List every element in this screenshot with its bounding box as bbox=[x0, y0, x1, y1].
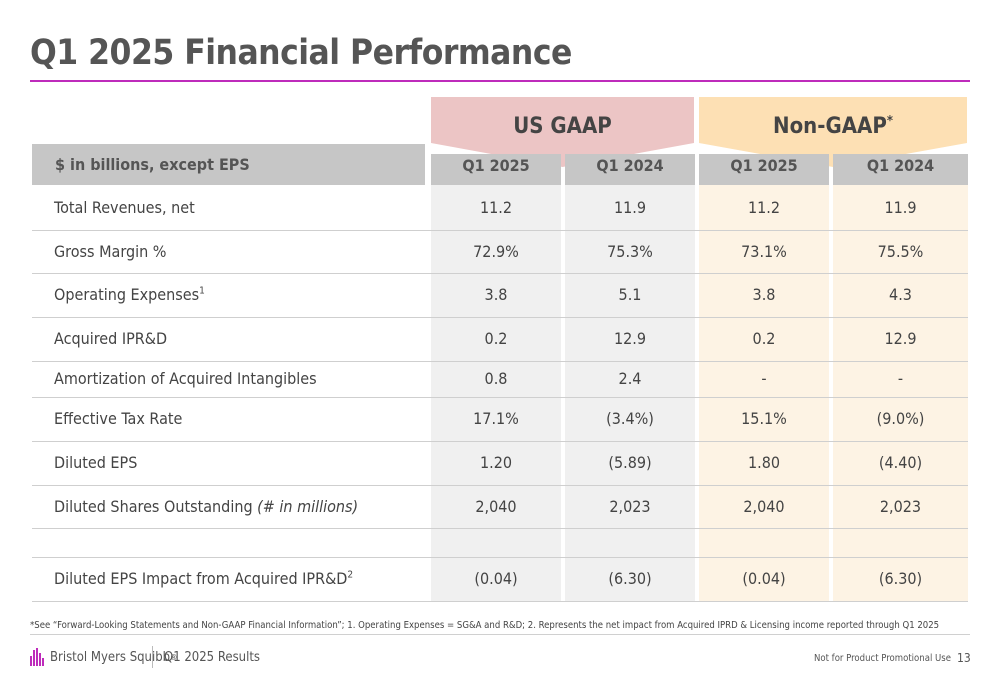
row-label: Diluted EPS Impact from Acquired IPR&D2 bbox=[54, 569, 353, 588]
table-cell: 1.20 bbox=[479, 453, 513, 472]
column-bg-0 bbox=[431, 185, 561, 601]
row-label-text: Acquired IPR&D bbox=[54, 329, 168, 348]
table-cell: 0.2 bbox=[752, 329, 776, 348]
table-cell: - bbox=[761, 369, 767, 388]
table-cell: (3.4%) bbox=[606, 409, 654, 428]
table-cell: 3.8 bbox=[752, 285, 776, 304]
table-cell: 11.9 bbox=[613, 198, 647, 217]
row-label: Amortization of Acquired Intangibles bbox=[54, 369, 317, 388]
row-label: Diluted Shares Outstanding (# in million… bbox=[54, 497, 358, 516]
col-header-gaap-q1-2025: Q1 2025 bbox=[431, 154, 561, 185]
row-divider bbox=[32, 528, 968, 529]
table-cell: (5.89) bbox=[608, 453, 652, 472]
trademark: ® bbox=[170, 652, 178, 662]
row-label-footnote-mark: 1 bbox=[199, 285, 205, 297]
row-label-italic: (# in millions) bbox=[257, 497, 359, 516]
table-cell: 72.9% bbox=[473, 242, 519, 261]
row-label-text: Total Revenues, net bbox=[54, 198, 195, 217]
table-cell: 11.2 bbox=[747, 198, 781, 217]
promo-notice: Not for Product Promotional Use bbox=[814, 653, 952, 664]
row-divider bbox=[32, 557, 968, 558]
table-cell: 11.9 bbox=[884, 198, 917, 217]
footer-separator bbox=[152, 646, 153, 668]
page-title: Q1 2025 Financial Performance bbox=[30, 33, 572, 73]
row-divider bbox=[32, 273, 968, 274]
row-label: Gross Margin % bbox=[54, 242, 166, 261]
footnote: *See “Forward-Looking Statements and Non… bbox=[30, 620, 940, 631]
table-cell: 0.2 bbox=[484, 329, 508, 348]
row-label: Total Revenues, net bbox=[54, 198, 195, 217]
table-cell: 73.1% bbox=[741, 242, 787, 261]
row-divider bbox=[32, 317, 968, 318]
row-label-text: Diluted EPS bbox=[54, 453, 138, 472]
table-cell: 12.9 bbox=[613, 329, 647, 348]
row-divider bbox=[32, 230, 968, 231]
table-cell: 2,023 bbox=[609, 497, 651, 516]
table-cell: 17.1% bbox=[473, 409, 519, 428]
col-header-nongaap-q1-2024: Q1 2024 bbox=[833, 154, 968, 185]
table-cell: 11.2 bbox=[479, 198, 513, 217]
row-divider bbox=[32, 441, 968, 442]
row-divider bbox=[32, 361, 968, 362]
page-number: 13 bbox=[957, 651, 971, 665]
table-cell: 12.9 bbox=[884, 329, 917, 348]
us-gaap-label: US GAAP bbox=[513, 114, 612, 139]
row-label-footnote-mark: 2 bbox=[347, 569, 354, 581]
table-cell: 5.1 bbox=[618, 285, 642, 304]
table-cell: (6.30) bbox=[878, 569, 923, 588]
table-cell: 3.8 bbox=[484, 285, 508, 304]
table-cell: (4.40) bbox=[878, 453, 923, 472]
non-gaap-label: Non-GAAP bbox=[773, 114, 887, 139]
row-label: Diluted EPS bbox=[54, 453, 137, 472]
col-header-nongaap-q1-2025: Q1 2025 bbox=[699, 154, 829, 185]
company-name: Bristol Myers Squibb bbox=[50, 649, 171, 665]
column-bg-2 bbox=[699, 185, 829, 601]
col-header-gaap-q1-2024: Q1 2024 bbox=[565, 154, 695, 185]
table-cell: 2.4 bbox=[618, 369, 642, 388]
row-label-text: Operating Expenses bbox=[54, 285, 200, 304]
table-cell: 0.8 bbox=[484, 369, 508, 388]
table-cell: 2,023 bbox=[879, 497, 922, 516]
table-cell: (0.04) bbox=[474, 569, 518, 588]
table-cell: 75.5% bbox=[877, 242, 924, 261]
title-rule bbox=[30, 80, 970, 82]
row-label: Effective Tax Rate bbox=[54, 409, 182, 428]
company-logo: Bristol Myers Squibb ® bbox=[30, 648, 177, 666]
table-cell: 75.3% bbox=[607, 242, 653, 261]
units-label: $ in billions, except EPS bbox=[32, 144, 425, 185]
logo-icon bbox=[30, 648, 46, 666]
table-cell: 2,040 bbox=[743, 497, 785, 516]
row-label-text: Diluted Shares Outstanding bbox=[54, 497, 258, 516]
table-cell: 4.3 bbox=[889, 285, 912, 304]
row-divider bbox=[32, 485, 968, 486]
non-gaap-mark: * bbox=[886, 114, 893, 129]
results-label: Q1 2025 Results bbox=[164, 650, 261, 665]
table-cell: 15.1% bbox=[741, 409, 787, 428]
table-cell: (0.04) bbox=[742, 569, 786, 588]
table-cell: 2,040 bbox=[475, 497, 517, 516]
row-divider bbox=[32, 397, 968, 398]
column-bg-1 bbox=[565, 185, 695, 601]
column-bg-3 bbox=[833, 185, 968, 601]
row-label-text: Effective Tax Rate bbox=[54, 409, 183, 428]
table-header-row: $ in billions, except EPS Q1 2025 Q1 202… bbox=[32, 144, 968, 185]
row-label: Acquired IPR&D bbox=[54, 329, 167, 348]
row-label-text: Gross Margin % bbox=[54, 242, 167, 261]
row-label-text: Diluted EPS Impact from Acquired IPR&D bbox=[54, 569, 348, 588]
row-label: Operating Expenses1 bbox=[54, 285, 205, 304]
footer-rule bbox=[30, 634, 970, 635]
row-label-text: Amortization of Acquired Intangibles bbox=[54, 369, 317, 388]
table-cell: (6.30) bbox=[608, 569, 652, 588]
row-divider bbox=[32, 601, 968, 602]
table-cell: - bbox=[897, 369, 904, 388]
table-cell: 1.80 bbox=[747, 453, 781, 472]
table-cell: (9.0%) bbox=[876, 409, 925, 428]
